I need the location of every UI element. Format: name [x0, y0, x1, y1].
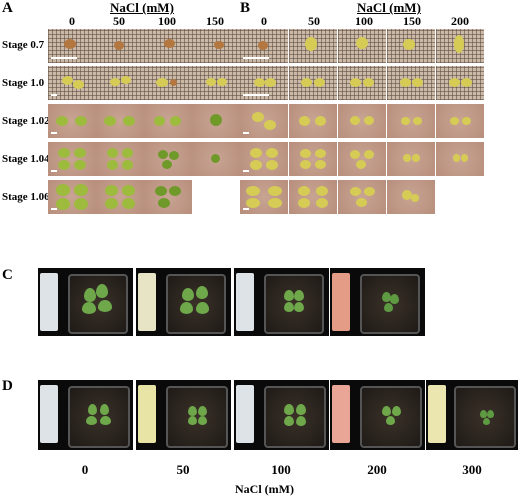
seedling-image	[338, 66, 386, 100]
seedling-image	[387, 66, 435, 100]
pot-photo-c-200	[330, 268, 425, 336]
pot-photo-d-300	[426, 380, 518, 450]
seedling-image	[144, 66, 192, 100]
seedling-image	[96, 66, 144, 100]
pot-photo-c-50	[136, 268, 231, 336]
seedling-image	[48, 66, 96, 100]
seedling-image	[192, 142, 240, 176]
bottom-col-label-0: 0	[81, 462, 89, 477]
seedling-image	[240, 29, 288, 63]
seedling-image	[338, 29, 386, 63]
seedling-image	[387, 142, 435, 176]
panel-b-col-200: 200	[451, 14, 469, 28]
pot-photo-d-200	[330, 380, 425, 450]
stage-label-0-7: Stage 0.7	[2, 39, 45, 51]
stage-label-1-06: Stage 1.06	[2, 191, 50, 203]
panel-b-col-50: 50	[308, 14, 320, 28]
panel-a-col-50: 50	[113, 14, 125, 28]
panel-a-col-0: 0	[69, 14, 75, 28]
seedling-image	[289, 66, 337, 100]
seedling-image	[192, 29, 240, 63]
seedling-image	[96, 29, 144, 63]
seedling-image	[96, 104, 144, 138]
panel-c-label: C	[2, 267, 13, 283]
seedling-image	[436, 104, 484, 138]
seedling-image	[240, 142, 288, 176]
panel-b-col-0: 0	[261, 14, 267, 28]
bottom-axis-title: NaCl (mM)	[235, 482, 294, 496]
bottom-col-label-300: 300	[462, 462, 482, 477]
pot-photo-c-0	[38, 268, 133, 336]
seedling-image	[48, 104, 96, 138]
seedling-image	[289, 29, 337, 63]
seedling-image	[436, 29, 484, 63]
seedling-image	[436, 66, 484, 100]
stage-label-1-04: Stage 1.04	[2, 153, 50, 165]
pot-photo-d-100	[234, 380, 329, 450]
seedling-image	[289, 142, 337, 176]
seedling-image	[96, 142, 144, 176]
seedling-image	[387, 29, 435, 63]
seedling-image	[240, 180, 288, 214]
panel-a-label: A	[2, 0, 13, 16]
seedling-image	[289, 104, 337, 138]
panel-b-label: B	[240, 0, 251, 16]
pot-photo-d-50	[136, 380, 231, 450]
panel-b-title: NaCl (mM)	[357, 0, 421, 15]
panel-d-label: D	[2, 378, 13, 394]
seedling-image	[338, 104, 386, 138]
pot-photo-d-0	[38, 380, 133, 450]
seedling-image	[289, 180, 337, 214]
bottom-col-label-200: 200	[367, 462, 387, 477]
seedling-image	[48, 142, 96, 176]
panel-a-col-150: 150	[206, 14, 224, 28]
seedling-image	[387, 180, 435, 214]
seedling-image	[240, 104, 288, 138]
stage-label-1-02: Stage 1.02	[2, 115, 50, 127]
panel-b-col-150: 150	[403, 14, 421, 28]
seedling-image	[192, 66, 240, 100]
seedling-image	[48, 180, 96, 214]
seedling-image	[387, 104, 435, 138]
seedling-image	[144, 29, 192, 63]
bottom-col-label-50: 50	[176, 462, 190, 477]
seedling-image	[192, 104, 240, 138]
seedling-image	[144, 180, 192, 214]
seedling-image	[144, 104, 192, 138]
seedling-image	[338, 180, 386, 214]
seedling-image	[436, 142, 484, 176]
panel-a-title: NaCl (mM)	[110, 0, 174, 15]
seedling-image	[240, 66, 288, 100]
seedling-image	[338, 142, 386, 176]
stage-label-1-0: Stage 1.0	[2, 77, 45, 89]
panel-a-col-100: 100	[158, 14, 176, 28]
pot-photo-c-100	[234, 268, 329, 336]
panel-b-col-100: 100	[355, 14, 373, 28]
seedling-image	[48, 29, 96, 63]
seedling-image	[144, 142, 192, 176]
seedling-image	[96, 180, 144, 214]
bottom-col-label-100: 100	[271, 462, 291, 477]
